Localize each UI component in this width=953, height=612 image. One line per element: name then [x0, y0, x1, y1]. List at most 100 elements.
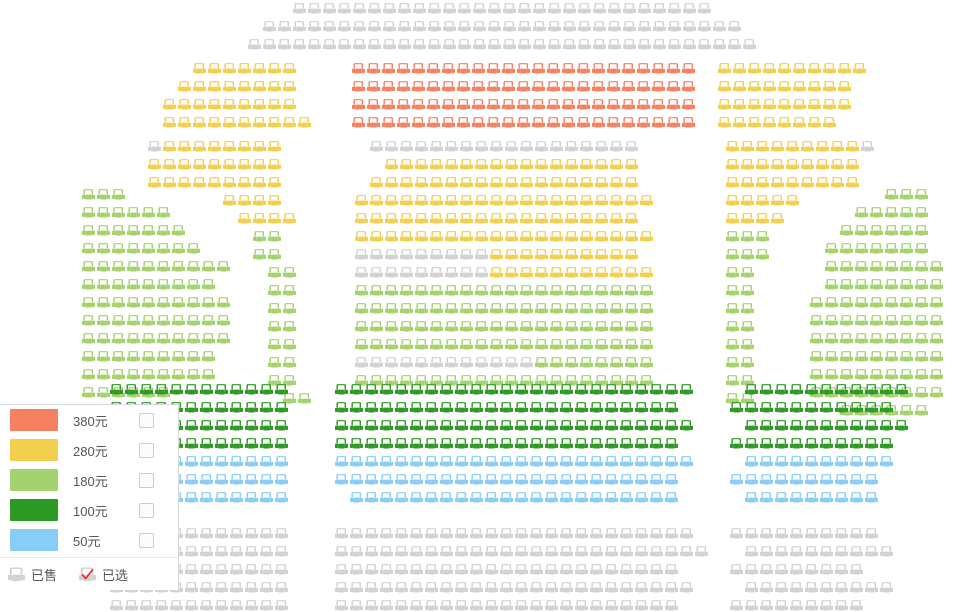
- seat-50-icon[interactable]: [865, 455, 878, 468]
- seat-280-icon[interactable]: [756, 176, 769, 189]
- seat-180-icon[interactable]: [900, 350, 913, 363]
- seat-50-icon[interactable]: [260, 473, 273, 486]
- seat-280-icon[interactable]: [823, 62, 836, 75]
- seat-280-icon[interactable]: [370, 212, 383, 225]
- seat-100-icon[interactable]: [485, 401, 498, 414]
- seat-50-icon[interactable]: [500, 473, 513, 486]
- seat-280-icon[interactable]: [535, 266, 548, 279]
- seat-180-icon[interactable]: [268, 356, 281, 369]
- seat-180-icon[interactable]: [885, 296, 898, 309]
- seat-50-icon[interactable]: [680, 455, 693, 468]
- seat-180-icon[interactable]: [900, 368, 913, 381]
- seat-100-icon[interactable]: [215, 419, 228, 432]
- legend-filter-checkbox[interactable]: [139, 502, 154, 518]
- seat-100-icon[interactable]: [230, 383, 243, 396]
- seat-180-icon[interactable]: [202, 314, 215, 327]
- seat-280-icon[interactable]: [550, 176, 563, 189]
- seat-280-icon[interactable]: [625, 158, 638, 171]
- seat-280-icon[interactable]: [535, 176, 548, 189]
- seat-180-icon[interactable]: [82, 296, 95, 309]
- seat-180-icon[interactable]: [142, 314, 155, 327]
- seat-180-icon[interactable]: [127, 368, 140, 381]
- seat-180-icon[interactable]: [625, 302, 638, 315]
- seat-180-icon[interactable]: [475, 320, 488, 333]
- seat-280-icon[interactable]: [163, 158, 176, 171]
- seat-280-icon[interactable]: [580, 230, 593, 243]
- seat-180-icon[interactable]: [930, 278, 943, 291]
- seat-180-icon[interactable]: [855, 242, 868, 255]
- seat-280-icon[interactable]: [778, 80, 791, 93]
- seat-50-icon[interactable]: [590, 455, 603, 468]
- seat-280-icon[interactable]: [253, 80, 266, 93]
- seat-180-icon[interactable]: [840, 314, 853, 327]
- seat-280-icon[interactable]: [208, 80, 221, 93]
- seat-280-icon[interactable]: [771, 176, 784, 189]
- seat-50-icon[interactable]: [455, 491, 468, 504]
- seat-180-icon[interactable]: [855, 314, 868, 327]
- seat-280-icon[interactable]: [445, 212, 458, 225]
- seat-280-icon[interactable]: [400, 158, 413, 171]
- seat-380-icon[interactable]: [637, 116, 650, 129]
- seat-100-icon[interactable]: [500, 401, 513, 414]
- seat-100-icon[interactable]: [575, 419, 588, 432]
- seat-280-icon[interactable]: [580, 194, 593, 207]
- seat-280-icon[interactable]: [505, 194, 518, 207]
- seat-280-icon[interactable]: [595, 230, 608, 243]
- seat-180-icon[interactable]: [187, 314, 200, 327]
- seat-100-icon[interactable]: [455, 437, 468, 450]
- seat-100-icon[interactable]: [170, 383, 183, 396]
- seat-280-icon[interactable]: [580, 212, 593, 225]
- seat-50-icon[interactable]: [820, 491, 833, 504]
- seat-100-icon[interactable]: [395, 419, 408, 432]
- seat-280-icon[interactable]: [385, 212, 398, 225]
- seat-280-icon[interactable]: [253, 116, 266, 129]
- seat-50-icon[interactable]: [245, 491, 258, 504]
- seat-100-icon[interactable]: [760, 419, 773, 432]
- seat-280-icon[interactable]: [741, 176, 754, 189]
- seat-280-icon[interactable]: [550, 194, 563, 207]
- seat-280-icon[interactable]: [253, 176, 266, 189]
- seat-280-icon[interactable]: [238, 176, 251, 189]
- seat-50-icon[interactable]: [745, 473, 758, 486]
- seat-50-icon[interactable]: [335, 473, 348, 486]
- seat-280-icon[interactable]: [268, 194, 281, 207]
- seat-100-icon[interactable]: [635, 419, 648, 432]
- seat-50-icon[interactable]: [575, 491, 588, 504]
- seat-180-icon[interactable]: [157, 332, 170, 345]
- seat-100-icon[interactable]: [790, 383, 803, 396]
- seat-380-icon[interactable]: [517, 62, 530, 75]
- seat-280-icon[interactable]: [238, 212, 251, 225]
- seat-280-icon[interactable]: [748, 62, 761, 75]
- seat-380-icon[interactable]: [517, 80, 530, 93]
- seat-100-icon[interactable]: [605, 419, 618, 432]
- seat-180-icon[interactable]: [870, 296, 883, 309]
- seat-280-icon[interactable]: [283, 98, 296, 111]
- seat-180-icon[interactable]: [505, 284, 518, 297]
- seat-50-icon[interactable]: [850, 491, 863, 504]
- seat-180-icon[interactable]: [825, 260, 838, 273]
- seat-180-icon[interactable]: [726, 284, 739, 297]
- seat-180-icon[interactable]: [127, 332, 140, 345]
- seat-180-icon[interactable]: [172, 296, 185, 309]
- seat-180-icon[interactable]: [97, 242, 110, 255]
- seat-380-icon[interactable]: [457, 116, 470, 129]
- seat-100-icon[interactable]: [260, 419, 273, 432]
- seat-280-icon[interactable]: [253, 212, 266, 225]
- seat-50-icon[interactable]: [590, 473, 603, 486]
- seat-50-icon[interactable]: [835, 455, 848, 468]
- seat-100-icon[interactable]: [635, 437, 648, 450]
- seat-180-icon[interactable]: [915, 260, 928, 273]
- seat-100-icon[interactable]: [500, 437, 513, 450]
- seat-280-icon[interactable]: [148, 158, 161, 171]
- seat-280-icon[interactable]: [238, 80, 251, 93]
- seat-50-icon[interactable]: [215, 491, 228, 504]
- seat-280-icon[interactable]: [580, 158, 593, 171]
- seat-280-icon[interactable]: [253, 140, 266, 153]
- seat-100-icon[interactable]: [760, 383, 773, 396]
- seat-180-icon[interactable]: [82, 260, 95, 273]
- seat-280-icon[interactable]: [625, 212, 638, 225]
- seat-280-icon[interactable]: [771, 212, 784, 225]
- seat-180-icon[interactable]: [915, 242, 928, 255]
- seat-280-icon[interactable]: [640, 194, 653, 207]
- seat-280-icon[interactable]: [831, 176, 844, 189]
